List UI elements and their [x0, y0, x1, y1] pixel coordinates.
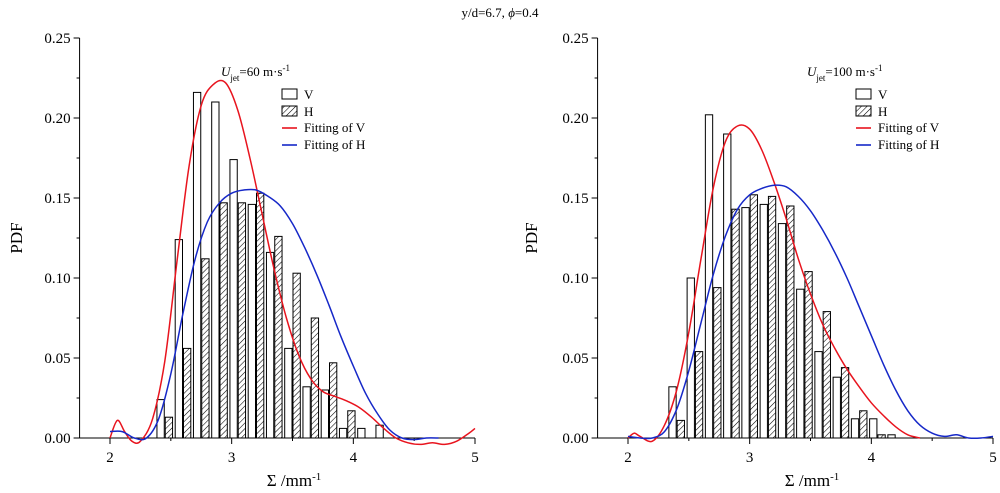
bar-h: [237, 202, 247, 439]
bar-h: [731, 208, 740, 439]
x-tick-label: 3: [746, 450, 754, 466]
y-tick-label: 0.05: [562, 351, 588, 367]
bar-h: [713, 287, 722, 439]
bar-v: [338, 427, 348, 439]
x-tick-label: 4: [350, 450, 358, 466]
legend: V H Fitting of V Fitting of H: [855, 87, 940, 152]
legend-label-fit-v: Fitting of V: [878, 120, 940, 135]
legend-label-h: H: [304, 104, 313, 119]
figure-title: y/d=6.7, ϕ=0.4: [461, 5, 539, 20]
bar-h: [201, 258, 210, 439]
bar-h: [859, 410, 868, 439]
bar-v: [759, 203, 768, 439]
x-axis-label: Σ /mm-1: [267, 471, 322, 490]
bar-h: [694, 351, 704, 439]
condition-annotation: Ujet=100 m·s-1: [807, 63, 882, 83]
bar-v: [284, 347, 293, 439]
bar-v: [741, 207, 750, 439]
legend-label-fit-v: Fitting of V: [304, 120, 366, 135]
fit-curve-h: [109, 188, 439, 441]
legend-swatch-v: [281, 88, 298, 100]
y-axis-label: PDF: [7, 222, 26, 253]
y-tick-label: 0.25: [44, 31, 70, 47]
bar-h: [804, 271, 813, 439]
bar-v: [247, 203, 256, 439]
legend-swatch-h: [281, 105, 298, 117]
bar-h: [840, 367, 850, 439]
bar-h: [310, 317, 320, 439]
x-tick-label: 3: [228, 450, 236, 466]
legend-label-fit-h: Fitting of H: [878, 137, 939, 152]
y-tick-label: 0.00: [562, 431, 588, 447]
y-tick-label: 0.05: [44, 351, 70, 367]
bar-v: [850, 418, 860, 439]
legend-label-v: V: [304, 87, 314, 102]
bar-v: [832, 376, 841, 439]
legend: V H Fitting of V Fitting of H: [281, 87, 366, 152]
bar-v: [156, 399, 165, 439]
x-tick-label: 4: [868, 450, 876, 466]
bar-v: [192, 91, 202, 439]
bar-h: [822, 311, 831, 439]
condition-annotation: Ujet=60 m·s-1: [221, 63, 290, 83]
bar-v: [211, 101, 220, 439]
y-tick-label: 0.15: [44, 191, 70, 207]
y-tick-label: 0.10: [44, 271, 70, 287]
bar-h: [749, 194, 758, 439]
legend-label-h: H: [878, 104, 887, 119]
bar-v: [686, 277, 695, 439]
bar-h: [256, 192, 265, 439]
y-axis-label: PDF: [522, 222, 541, 253]
bar-v: [320, 389, 330, 439]
y-tick-label: 0.20: [44, 111, 70, 127]
bar-h: [183, 347, 192, 439]
bar-v: [796, 288, 805, 439]
fit-curve-v: [109, 79, 476, 446]
bar-h: [274, 235, 283, 439]
y-tick-label: 0.00: [44, 431, 70, 447]
y-tick-label: 0.25: [562, 31, 588, 47]
bar-h: [786, 205, 795, 439]
y-tick-label: 0.20: [562, 111, 588, 127]
bar-v: [265, 251, 275, 439]
x-tick-label: 5: [471, 450, 479, 466]
y-tick-label: 0.15: [562, 191, 588, 207]
bar-v: [302, 386, 311, 439]
bar-v: [869, 418, 878, 439]
chart-left: PDF Σ /mm-1 Ujet=60 m·s-1 V H Fitting of…: [7, 31, 479, 490]
bar-v: [887, 434, 896, 439]
bar-h: [877, 434, 886, 439]
bar-v: [777, 223, 787, 439]
bar-v: [814, 351, 823, 439]
bar-h: [767, 195, 777, 439]
bar-h: [676, 419, 685, 439]
legend-label-v: V: [878, 87, 888, 102]
chart-right: PDF Σ /mm-1 Ujet=100 m·s-1 V H Fitting o…: [522, 31, 997, 490]
x-axis-label: Σ /mm-1: [785, 471, 840, 490]
x-tick-label: 2: [106, 450, 114, 466]
fit-curve-v: [627, 124, 921, 443]
bar-v: [704, 114, 714, 439]
x-tick-label: 2: [624, 450, 632, 466]
bar-h: [347, 410, 356, 439]
legend-swatch-h: [855, 105, 872, 117]
bar-v: [229, 159, 238, 439]
bar-h: [292, 272, 301, 439]
bar-v: [174, 239, 183, 439]
x-tick-label: 5: [989, 450, 997, 466]
legend-swatch-v: [855, 88, 872, 100]
fit-curve-h: [627, 184, 994, 440]
legend-label-fit-h: Fitting of H: [304, 137, 365, 152]
bar-h: [164, 416, 174, 439]
bar-h: [329, 362, 338, 439]
bar-v: [723, 133, 732, 439]
y-tick-label: 0.10: [562, 271, 588, 287]
bar-h: [219, 202, 228, 439]
bar-v: [357, 427, 366, 439]
